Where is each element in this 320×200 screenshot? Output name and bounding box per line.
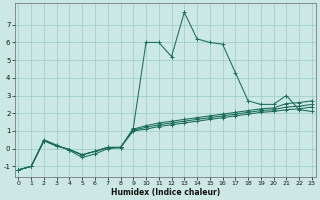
X-axis label: Humidex (Indice chaleur): Humidex (Indice chaleur)	[110, 188, 220, 197]
